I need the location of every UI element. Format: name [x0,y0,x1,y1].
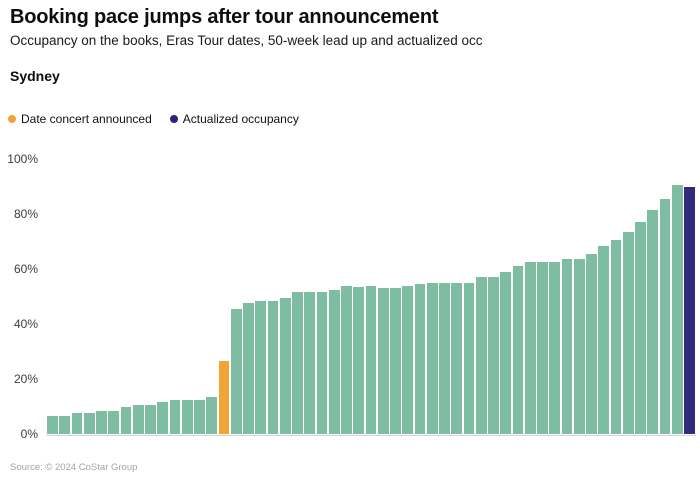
bar-week [573,259,585,434]
bar-week [59,416,71,434]
bar-week [108,410,120,434]
bar-week [71,413,83,434]
bar-week [402,285,414,434]
bar-week [243,303,254,434]
bar-week [500,271,512,434]
y-tick-label: 0% [20,427,38,441]
bar-week [549,262,561,434]
bar-week [96,410,107,434]
actualized-dot-icon [169,115,178,123]
bar-actualized [684,186,695,434]
bar-week [377,288,389,434]
bar-week [83,413,95,434]
bar-week [475,277,487,434]
bar-week [328,289,340,434]
legend-label-announced: Date concert announced [21,112,152,126]
y-tick-label: 60% [13,262,38,276]
bar-week [390,288,401,434]
source-attribution: Source: © 2024 CoStar Group [10,462,138,473]
y-tick-label: 40% [13,317,38,331]
bar-week [463,282,475,434]
bar-week [206,396,218,434]
bar-week [267,300,279,434]
y-tick-label: 100% [7,152,38,166]
bar-week [451,282,463,434]
chart-title: Booking pace jumps after tour announceme… [10,6,439,28]
chart-subtitle: Occupancy on the books, Eras Tour dates,… [10,33,483,48]
bar-week [292,292,303,434]
bar-week [561,259,573,434]
bar-week [512,266,524,434]
bar-week [671,185,683,434]
bar-week [169,399,181,434]
bar-week [145,405,156,434]
bar-week [365,285,377,434]
bar-week [181,399,193,434]
legend-item-actualized: Actualized occupancy [169,112,299,126]
y-tick-label: 80% [13,207,38,221]
bar-week [488,277,499,434]
announced-dot-icon [8,115,16,123]
bar-week [304,292,316,434]
bar-week [47,416,58,434]
bar-week [537,262,548,434]
bar-week [659,198,671,434]
bar-week [439,282,450,434]
bar-week [353,286,365,434]
bar-week [586,253,597,434]
bar-week [341,285,352,434]
bar-week [120,406,132,434]
legend-label-actualized: Actualized occupancy [182,112,299,126]
city-label: Sydney [10,68,60,84]
bar-week [414,284,426,434]
bar-week [255,300,267,434]
x-axis-baseline [46,435,696,436]
bar-week [622,231,634,434]
bar-week [426,282,438,434]
bar-week [230,308,242,434]
legend-item-announced: Date concert announced [8,112,152,126]
bar-week [194,399,205,434]
bar-announcement [218,361,230,434]
bar-week [157,402,169,434]
y-tick-label: 20% [13,372,38,386]
bar-week [647,209,659,434]
legend: Date concert announced Actualized occupa… [8,112,299,126]
bar-week [524,262,536,434]
bar-week [132,405,144,434]
bar-week [610,240,622,434]
bar-week [635,222,646,434]
bar-week [598,245,610,434]
bar-week [316,292,328,434]
bar-week [279,297,291,434]
